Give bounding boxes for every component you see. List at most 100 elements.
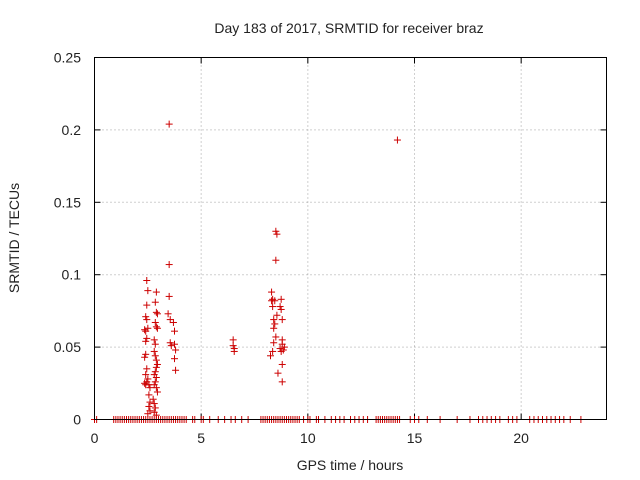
data-point [270,324,278,332]
data-point [278,316,286,324]
tick-labels: 0 5 10 15 20 0 0.05 0.1 0.15 0.2 0.25 [54,50,529,447]
chart-title: Day 183 of 2017, SRMTID for receiver bra… [214,20,483,36]
data-point [230,347,238,355]
data-point [145,391,153,399]
data-point [268,288,276,296]
data-point [171,355,178,363]
data-point [277,305,285,313]
grid-layer [94,57,607,420]
data-point [280,343,288,351]
data-point [143,316,151,324]
data-point [274,369,282,377]
x-tick-label: 20 [513,430,529,446]
data-point [172,366,180,374]
data-point [267,352,274,360]
data-point [151,378,159,386]
data-point [152,356,160,364]
data-point [272,227,280,235]
data-point [276,303,284,311]
data-point [270,316,278,324]
data-point [143,301,151,309]
data-point [269,347,277,355]
data-point [152,323,160,331]
data-point [141,326,149,334]
data-point [141,379,149,387]
data-point [229,342,237,350]
data-point [152,363,160,371]
data-point [145,402,153,410]
data-point [142,313,150,321]
data-point [277,295,285,303]
data-point [153,310,161,318]
data-point [278,360,286,368]
data-point [151,404,159,412]
data-point [150,336,158,344]
x-axis-title: GPS time / hours [297,457,404,473]
data-point [143,276,151,284]
plot-frame [94,57,607,420]
data-point [273,230,281,238]
data-point [151,318,159,326]
data-point [269,303,277,311]
data-point [151,368,159,376]
x-tick-label: 10 [300,430,316,446]
y-tick-label: 0.15 [54,194,81,210]
data-point [144,287,152,295]
data-point [271,297,279,305]
y-tick-label: 0.25 [54,50,81,66]
data-point [165,120,173,128]
data-point [143,334,151,342]
data-point [279,346,287,354]
y-axis-title: SRMTID / TECUs [6,183,22,293]
data-point [152,411,160,419]
x-tick-label: 5 [197,430,205,446]
data-point [165,261,173,269]
data-point [171,340,178,348]
data-point [166,339,174,347]
x-tick-label: 0 [91,430,99,446]
y-tick-label: 0.05 [54,339,81,355]
tick-layer [94,57,607,420]
data-point [150,400,158,408]
data-point [152,288,160,296]
data-point [151,352,159,360]
data-point [166,316,174,324]
data-point [164,310,172,318]
data-point [153,360,161,368]
data-point [171,327,178,335]
data-point [146,398,154,406]
data-point [142,371,150,379]
y-tick-label: 0 [73,412,81,428]
data-point [270,339,278,347]
data-point [152,374,160,382]
data-point [144,410,152,418]
data-points [91,120,585,423]
data-point [144,324,152,332]
data-point [393,136,401,144]
data-point [153,324,161,332]
data-point [273,311,281,319]
data-point [169,318,177,326]
data-point [276,345,284,353]
data-point [172,346,180,354]
data-point [153,388,161,396]
x-tick-label: 15 [407,430,423,446]
data-point [151,340,159,348]
y-tick-label: 0.1 [62,267,82,283]
y-tick-label: 0.2 [62,122,82,138]
data-point [144,375,152,383]
data-point [149,395,157,403]
data-point [167,342,175,350]
data-point [142,350,150,358]
data-point [143,365,151,373]
data-point [152,384,160,392]
data-point [272,333,280,341]
data-point [150,347,158,355]
data-point [278,378,286,386]
data-point [272,256,280,264]
data-point [271,320,279,328]
data-point [142,337,150,345]
data-point [141,353,149,361]
data-point [165,292,173,300]
